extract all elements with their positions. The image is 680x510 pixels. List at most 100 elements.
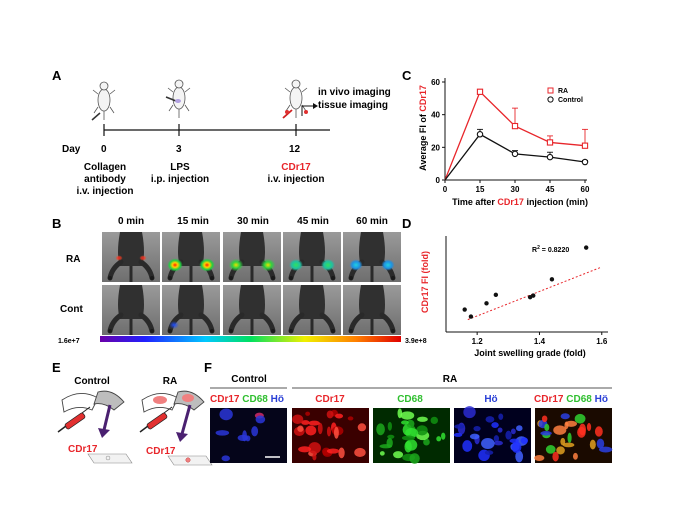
day-0: 0: [101, 144, 107, 155]
e-group-control: Control: [74, 376, 110, 387]
chart-c-plot: 0 20 40 60 0 15 30 45 60: [431, 78, 590, 194]
chart-c-xtick-label: 30: [511, 185, 520, 194]
chart-c-ytick-label: 20: [431, 143, 440, 152]
micrograph-row: [210, 406, 613, 464]
ra-image-2: [223, 232, 281, 282]
chart-c-ytick-label: 40: [431, 111, 440, 120]
chart-d-plot: 1.2 1.4 1.6: [445, 236, 608, 346]
imaging-grid: [102, 232, 401, 335]
mouse-day0-icon: [91, 81, 116, 121]
chart-c-xtick-label: 45: [546, 185, 555, 194]
mouse-day12-icon: [282, 79, 308, 119]
data-point-ra: [546, 139, 554, 146]
time-60: 60 min: [356, 216, 388, 227]
chart-d-xtick-label: 1.4: [534, 337, 546, 346]
series-line-ra: [444, 90, 586, 181]
scale-min: 1.6e+7: [58, 338, 80, 345]
legend-control: Control: [558, 97, 583, 104]
event-day3-line2: i.p. injection: [151, 174, 209, 185]
f-group-control: Control: [231, 374, 267, 385]
event-day0-line3: i.v. injection: [76, 186, 133, 197]
color-scale-bar: [100, 336, 401, 342]
data-point-control: [581, 158, 589, 166]
f-ra-merge: CDr17 CD68 Hö: [534, 394, 608, 405]
micro-control-merge: [210, 408, 287, 463]
chart-c-ylabel: Average FI of CDr17: [418, 85, 428, 171]
e-probe-ra: CDr17: [146, 446, 176, 457]
chart-d-xtick-label: 1.6: [596, 337, 608, 346]
day-label: Day: [62, 144, 81, 155]
row-cont: Cont: [60, 304, 83, 315]
time-15: 15 min: [177, 216, 209, 227]
data-point-control: [546, 153, 554, 161]
chart-c-legend: RA Control: [547, 87, 583, 104]
outcome-in-vivo: in vivo imaging: [318, 87, 391, 98]
panel-c: C 0 20 40 60 0 15 30 45 60 Average FI of CDr17 T…: [402, 68, 590, 207]
chart-d-xlabel: Joint swelling grade (fold): [474, 348, 586, 358]
chart-d-xtick-label: 1.2: [472, 337, 484, 346]
f-ra-ho: Hö: [484, 394, 497, 405]
chart-c-xtick-label: 60: [581, 185, 590, 194]
micro-ra-cd68: [373, 408, 450, 464]
cont-image-0: [102, 285, 160, 335]
f-ra-cd68: CD68: [397, 394, 423, 405]
chart-d-fit-line: [467, 266, 602, 321]
event-day0-line1: Collagen: [84, 162, 126, 173]
outcome-tissue: tissue imaging: [318, 100, 388, 111]
f-control-channels: CDr17 CD68 Hö: [210, 394, 284, 405]
scatter-point: [462, 307, 467, 312]
series-line-control: [444, 133, 586, 181]
panel-label-f: F: [204, 360, 212, 375]
time-0: 0 min: [118, 216, 144, 227]
event-day0-line2: antibody: [84, 174, 126, 185]
chart-c-ytick-label: 60: [431, 78, 440, 87]
chart-c-xtick-label: 0: [443, 185, 448, 194]
day-12: 12: [289, 144, 301, 155]
knee-control-icon: [57, 390, 133, 464]
ra-image-4: [343, 232, 401, 282]
scatter-point: [493, 292, 499, 298]
panel-label-a: A: [52, 68, 62, 83]
legend-ra: RA: [558, 88, 568, 95]
cont-image-3: [283, 285, 341, 335]
e-probe-control: CDr17: [68, 444, 98, 455]
mouse-day3-icon: [165, 79, 191, 118]
row-ra: RA: [66, 254, 80, 265]
chart-c-xtick-label: 15: [476, 185, 485, 194]
panel-f: F Control RA CDr17 CD68 Hö CDr17 CD68 Hö…: [204, 360, 613, 464]
panel-label-b: B: [52, 216, 61, 231]
chart-d-r2: R2 = 0.8220: [532, 245, 569, 254]
scatter-point: [531, 293, 536, 298]
chart-d-ylabel: CDr17 FI (fold): [420, 251, 430, 313]
event-day3-line1: LPS: [170, 162, 190, 173]
panel-label-d: D: [402, 216, 411, 231]
chart-c-ytick-label: 0: [436, 176, 441, 185]
panel-label-e: E: [52, 360, 61, 375]
cont-image-1: [162, 285, 220, 335]
e-group-ra: RA: [163, 376, 177, 387]
cont-image-2: [223, 285, 281, 335]
data-point-ra: [581, 142, 589, 149]
panel-b: B 0 min 15 min 30 min 45 min 60 min RA C…: [52, 216, 427, 345]
data-point-control: [476, 131, 484, 138]
f-group-ra: RA: [443, 374, 457, 385]
scatter-point: [484, 301, 489, 306]
data-point-ra: [476, 88, 484, 95]
data-point-control: [511, 150, 519, 158]
panel-label-c: C: [402, 68, 412, 83]
panel-e: E Control RA CDr17: [52, 360, 213, 466]
scale-max: 3.9e+8: [405, 338, 427, 345]
scatter-point: [549, 277, 555, 282]
ra-image-3: [283, 232, 341, 282]
chart-c-xlabel: Time after CDr17 injection (min): [452, 197, 588, 207]
cont-image-4: [343, 285, 401, 335]
day-3: 3: [176, 144, 182, 155]
event-day12-line2: i.v. injection: [267, 174, 324, 185]
ra-image-0: [102, 232, 160, 282]
event-day12-line1: CDr17: [281, 162, 311, 173]
micro-ra-cdr17: [292, 408, 369, 463]
panel-d: D 1.2 1.4 1.6 CDr17 FI (fold) Joint swelli…: [402, 216, 608, 358]
micro-ra-hoechst: [453, 406, 531, 463]
scatter-point: [468, 314, 474, 319]
panel-a: A: [52, 68, 391, 197]
